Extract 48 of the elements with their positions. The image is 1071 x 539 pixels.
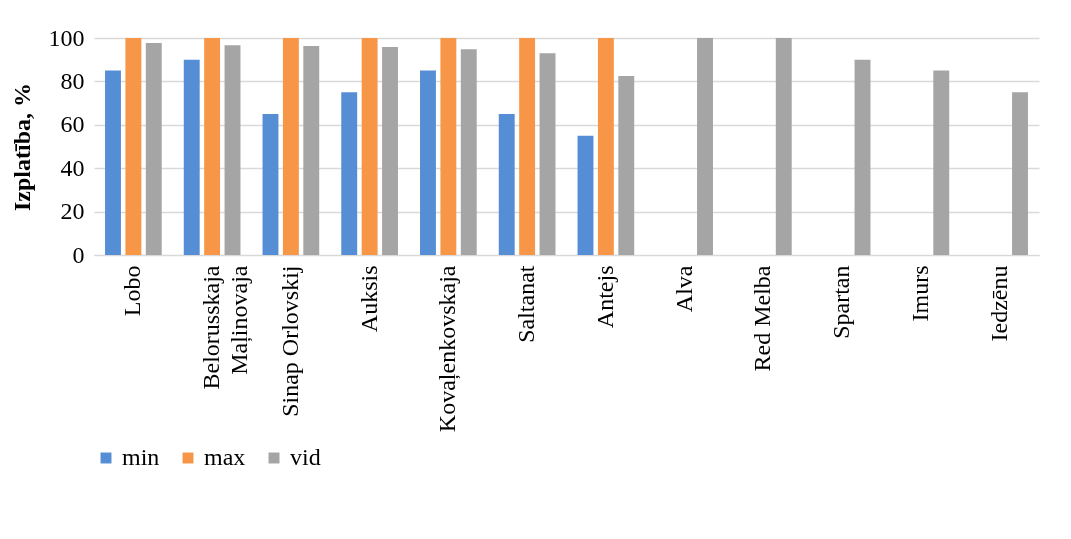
y-tick-label: 40 xyxy=(60,154,85,181)
bar xyxy=(697,38,713,255)
bar xyxy=(341,92,358,255)
bar xyxy=(361,38,378,255)
x-tick-label: Auksis xyxy=(355,265,382,333)
x-tick-label: Lobo xyxy=(119,265,146,317)
bar xyxy=(618,75,635,255)
bar xyxy=(440,38,457,255)
x-tick-label: Red Melba xyxy=(749,265,776,372)
bar xyxy=(460,49,477,255)
bar xyxy=(224,45,241,255)
bar xyxy=(597,38,614,255)
bar xyxy=(420,70,436,255)
bar xyxy=(933,70,950,255)
bar xyxy=(105,70,121,255)
bar xyxy=(539,53,556,255)
x-tick-label: Sinap Orlovskij xyxy=(276,265,303,417)
x-tick-label: Kovaļenkovskaja xyxy=(434,265,462,433)
bar xyxy=(204,38,221,255)
bar xyxy=(125,38,142,255)
x-tick-label: Antejs xyxy=(591,265,618,329)
bar xyxy=(775,38,792,255)
bar xyxy=(183,59,200,255)
y-tick-label: 60 xyxy=(60,111,85,138)
y-tick-label: 0 xyxy=(72,241,85,268)
x-tick-label: Iedzēnu xyxy=(985,265,1012,342)
legend-label: min xyxy=(122,444,160,470)
legend-label: vid xyxy=(290,444,321,470)
x-tick-label: Saltanat xyxy=(513,265,540,343)
x-tick-label: Belorusskaja Maļinovaja xyxy=(198,265,254,390)
y-tick-label: 20 xyxy=(60,198,85,225)
y-tick-label: 100 xyxy=(48,24,85,51)
x-tick-label: Spartan xyxy=(828,265,855,339)
legend-label: max xyxy=(204,444,246,470)
bar xyxy=(854,59,871,255)
bar xyxy=(577,135,594,255)
bar xyxy=(303,46,320,255)
bar xyxy=(282,38,299,255)
x-tick-label: Imurs xyxy=(906,265,933,322)
bar xyxy=(498,113,515,255)
bar xyxy=(262,113,279,255)
bar xyxy=(519,38,536,255)
bar xyxy=(145,42,162,255)
x-tick-label: Alva xyxy=(670,265,697,313)
bar xyxy=(1012,92,1028,255)
bar xyxy=(382,47,398,255)
y-tick-label: 80 xyxy=(60,67,85,94)
y-axis-title: Izplatība, % xyxy=(8,82,35,212)
